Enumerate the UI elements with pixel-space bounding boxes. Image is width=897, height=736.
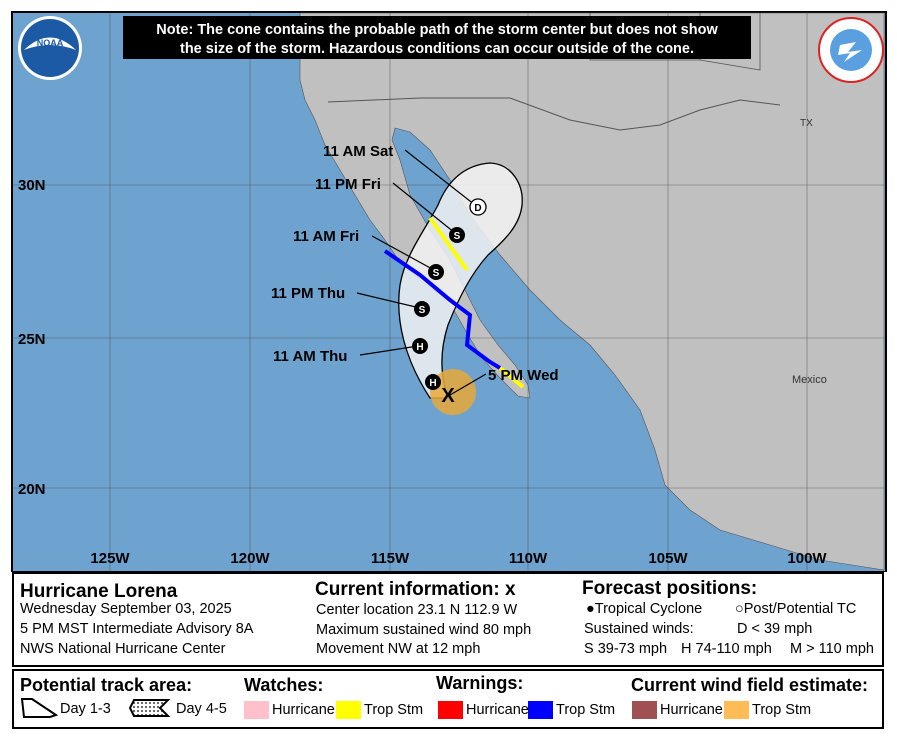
tropical-cyclone-label: Tropical Cyclone xyxy=(594,601,703,617)
ts-wind-label: Trop Stm xyxy=(752,701,812,718)
open-circle-icon: ○ xyxy=(735,601,744,617)
legend-panel: Potential track area: Day 1-3 Day 4-5 Wa… xyxy=(12,669,884,729)
lon-label-120w: 120W xyxy=(230,550,270,567)
hurricane-warning-legend: Hurricane xyxy=(438,701,529,719)
lon-label-115w: 115W xyxy=(371,550,410,567)
hurricane-wind-label: Hurricane xyxy=(660,701,723,718)
movement: Movement NW at 12 mph xyxy=(316,641,481,657)
ts-warning-legend: Trop Stm xyxy=(528,701,615,719)
hurricane-warning-label: Hurricane xyxy=(466,701,529,718)
svg-text:S: S xyxy=(454,231,461,242)
ts-warning-swatch xyxy=(528,701,553,719)
current-info-title: Current information: x xyxy=(315,579,516,601)
trop-storm-watch-line-north xyxy=(428,216,469,272)
hurricane-watch-swatch xyxy=(244,701,269,719)
h-range: H 74-110 mph xyxy=(681,641,772,657)
day45-cone-icon xyxy=(128,699,171,717)
ts-wind-legend: Trop Stm xyxy=(724,701,811,719)
s-range: S 39-73 mph xyxy=(584,641,668,657)
info-panel: Hurricane Lorena Wednesday September 03,… xyxy=(12,572,884,667)
ts-watch-legend: Trop Stm xyxy=(336,701,423,719)
forecast-point-h2: H xyxy=(412,338,428,354)
leader-lines xyxy=(356,149,487,396)
trop-storm-wind-field xyxy=(430,369,476,415)
forecast-positions-title: Forecast positions: xyxy=(582,578,758,599)
hurricane-wind-swatch xyxy=(632,701,657,719)
label-mexico: Mexico xyxy=(792,374,827,386)
hurricane-watch-label: Hurricane xyxy=(272,701,335,718)
label-5pm-wed: 5 PM Wed xyxy=(488,367,559,384)
label-11pm-fri: 11 PM Fri xyxy=(315,176,381,193)
trop-storm-warning-line xyxy=(383,249,502,370)
label-11am-fri: 11 AM Fri xyxy=(293,228,359,245)
x-icon: x xyxy=(505,579,516,600)
lon-label-105w: 105W xyxy=(648,550,688,567)
hurricane-wind-legend: Hurricane xyxy=(632,701,723,719)
center-location: Center location 23.1 N 112.9 W xyxy=(316,602,518,618)
svg-text:H: H xyxy=(416,342,423,353)
lat-label-30n: 30N xyxy=(18,177,46,194)
lat-label-20n: 20N xyxy=(18,481,46,498)
forecast-point-s1: S xyxy=(414,301,430,317)
label-tx: TX xyxy=(800,118,813,129)
sustained-winds-label: Sustained winds: xyxy=(584,621,694,637)
track-area-title: Potential track area: xyxy=(20,675,193,695)
d-range: D < 39 mph xyxy=(737,621,813,637)
nws-logo xyxy=(818,17,884,83)
note-box xyxy=(123,16,751,59)
noaa-logo: NOAA xyxy=(18,16,82,80)
max-wind: Maximum sustained wind 80 mph xyxy=(316,622,532,638)
m-range: M > 110 mph xyxy=(790,641,874,657)
svg-text:NOAA: NOAA xyxy=(37,38,64,48)
current-position-x-icon: X xyxy=(441,385,455,407)
advisory-number: 5 PM MST Intermediate Advisory 8A xyxy=(20,621,254,637)
lat-label-25n: 25N xyxy=(18,331,46,348)
filled-circle-icon: ● xyxy=(586,601,595,617)
wind-field-title: Current wind field estimate: xyxy=(631,675,869,695)
svg-text:H: H xyxy=(429,378,436,389)
ts-watch-label: Trop Stm xyxy=(364,701,424,718)
lon-label-100w: 100W xyxy=(787,550,827,567)
label-11pm-thu: 11 PM Thu xyxy=(271,285,345,302)
forecast-point-h1: H xyxy=(425,374,441,390)
day13-cone-icon xyxy=(20,698,58,718)
trop-storm-watch-line-south xyxy=(498,366,525,389)
post-potential-label: Post/Potential TC xyxy=(743,601,857,617)
legend-post-potential: ○Post/Potential TC xyxy=(735,601,856,617)
forecast-cone xyxy=(398,162,523,399)
ts-warning-label: Trop Stm xyxy=(556,701,616,718)
watches-title: Watches: xyxy=(244,675,324,695)
note-line-1: Note: The cone contains the probable pat… xyxy=(156,22,718,38)
current-info-title-text: Current information: xyxy=(315,579,505,600)
hurricane-warning-swatch xyxy=(438,701,463,719)
label-11am-sat: 11 AM Sat xyxy=(323,143,393,160)
day45-label: Day 4-5 xyxy=(176,701,227,717)
ts-watch-swatch xyxy=(336,701,361,719)
legend-tropical-cyclone: ●Tropical Cyclone xyxy=(586,601,702,617)
forecast-point-d: D xyxy=(469,198,487,216)
label-11am-thu: 11 AM Thu xyxy=(273,348,347,365)
issuing-center: NWS National Hurricane Center xyxy=(20,641,226,657)
svg-text:S: S xyxy=(419,305,426,316)
lon-label-110w: 110W xyxy=(509,550,548,567)
hurricane-watch-legend: Hurricane xyxy=(244,701,335,719)
lon-label-125w: 125W xyxy=(90,550,130,567)
lat-lon-grid xyxy=(12,12,886,572)
svg-text:D: D xyxy=(474,203,481,214)
forecast-point-s2: S xyxy=(428,264,444,280)
ts-wind-swatch xyxy=(724,701,749,719)
forecast-map: X H H S S S D 5 PM Wed 11 AM Thu 11 PM T… xyxy=(11,11,887,572)
advisory-date: Wednesday September 03, 2025 xyxy=(20,601,232,617)
note-line-2: the size of the storm. Hazardous conditi… xyxy=(180,41,694,57)
svg-text:S: S xyxy=(433,268,440,279)
day13-label: Day 1-3 xyxy=(60,701,111,717)
us-mexico-border xyxy=(327,97,781,131)
forecast-point-s3: S xyxy=(449,227,465,243)
warnings-title: Warnings: xyxy=(436,673,524,693)
storm-name: Hurricane Lorena xyxy=(20,581,178,602)
